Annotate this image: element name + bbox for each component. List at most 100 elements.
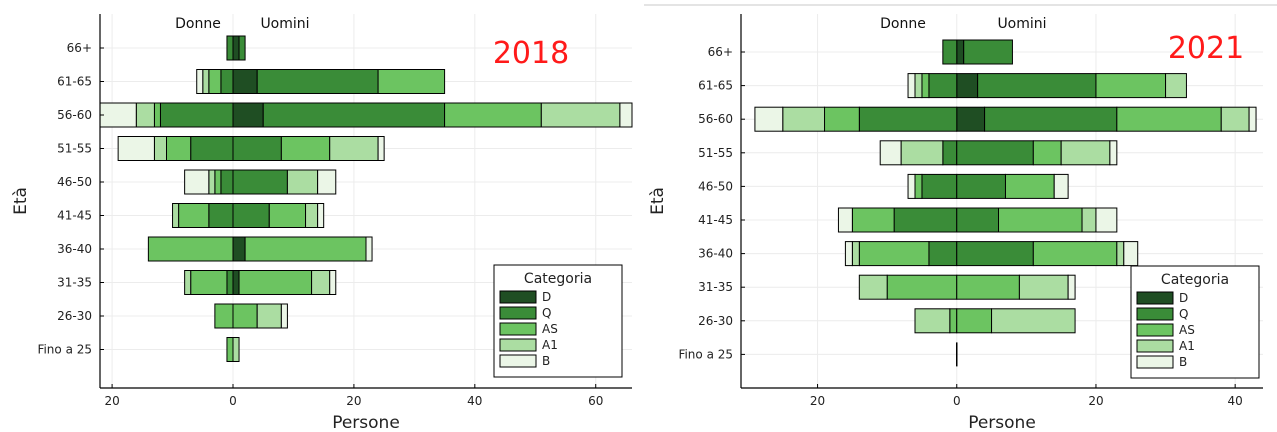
bar-men-b-46-50 xyxy=(317,169,337,195)
bar-women-a1-56-60 xyxy=(135,102,155,128)
x-tick-label: 0 xyxy=(953,394,961,408)
legend-swatch-b xyxy=(499,354,537,368)
bar-men-d-56-60 xyxy=(232,102,264,128)
header-men: Uomini xyxy=(997,16,1046,32)
bar-men-as-46-50 xyxy=(1004,173,1055,199)
bar-men-as-56-60 xyxy=(1116,106,1222,132)
legend-label-a1: A1 xyxy=(1179,339,1195,353)
bar-men-b-51-55 xyxy=(377,136,385,161)
y-tick-label: 31-35 xyxy=(57,276,92,290)
bar-men-q-51-55 xyxy=(956,140,1034,166)
bar-women-a1-36-40 xyxy=(851,241,860,267)
bar-women-q-46-50 xyxy=(921,173,958,199)
y-tick-label: 46-50 xyxy=(57,175,92,189)
y-axis-label: Età xyxy=(11,187,31,215)
bar-women-b-46-50 xyxy=(184,169,210,195)
bar-women-as-36-40 xyxy=(858,241,930,267)
bar-men-as-36-40 xyxy=(244,236,367,262)
y-tick-label: 51-55 xyxy=(57,142,92,156)
bar-women-b-61-65 xyxy=(196,69,204,94)
bar-women-b-41-45 xyxy=(837,207,853,233)
legend-label-as: AS xyxy=(542,322,558,336)
bar-men-a1-46-50 xyxy=(286,169,319,195)
bar-women-q-66- xyxy=(942,39,958,65)
bar-women-as-56-60 xyxy=(153,102,161,128)
bar-women-as-46-50 xyxy=(214,169,222,195)
x-tick-label: 20 xyxy=(346,394,361,408)
bar-women-b-46-50 xyxy=(907,173,916,199)
bar-men-a1-51-55 xyxy=(1060,140,1111,166)
header-women: Donne xyxy=(175,16,221,32)
bar-men-q-36-40 xyxy=(956,241,1034,267)
legend-title: Categoria xyxy=(1161,272,1229,288)
bar-women-q-51-55 xyxy=(942,140,958,166)
legend-swatch-a1 xyxy=(1136,339,1174,353)
bar-men-as-31-35 xyxy=(956,274,1020,300)
y-tick-label: 51-55 xyxy=(698,146,733,160)
legend-swatch-as xyxy=(1136,323,1174,337)
bar-women-as-31-35 xyxy=(886,274,958,300)
bar-women-as-51-55 xyxy=(166,136,192,161)
bar-women-q-51-55 xyxy=(190,136,234,161)
x-axis-label: Persone xyxy=(968,413,1036,432)
bar-men-q-46-50 xyxy=(956,173,1006,199)
bar-women-a1-51-55 xyxy=(153,136,167,161)
y-tick-label: 61-65 xyxy=(698,79,733,93)
bar-women-as-46-50 xyxy=(914,173,923,199)
bar-women-a1-31-35 xyxy=(858,274,888,300)
legend-label-q: Q xyxy=(542,306,551,320)
legend-label-as: AS xyxy=(1179,323,1195,337)
bar-men-b-31-35 xyxy=(1067,274,1076,300)
bar-women-q-66- xyxy=(226,35,234,61)
pyramid-chart-2021: 66+ 61-65 56-60 51-55 46-50 41-45 36-40 31-35 26… xyxy=(648,14,1263,432)
legend-title: Categoria xyxy=(524,271,592,287)
bar-men-b-56-60 xyxy=(619,102,633,128)
x-axis-label: Persone xyxy=(332,413,400,432)
x-tick-label: 20 xyxy=(1088,394,1103,408)
y-tick-label: 56-60 xyxy=(57,108,92,122)
y-tick-label: 36-40 xyxy=(698,247,733,261)
bar-women-as-61-65 xyxy=(921,73,930,99)
bar-men-b-41-45 xyxy=(1095,207,1118,233)
bar-women-a1-51-55 xyxy=(900,140,944,166)
bar-men-a1-51-55 xyxy=(329,136,379,161)
bar-women-a1-26-30 xyxy=(914,308,951,334)
x-tick-label: 40 xyxy=(1228,394,1243,408)
bar-men-b-41-45 xyxy=(317,203,325,228)
year-label: 2021 xyxy=(1168,31,1244,66)
bar-women-b-61-65 xyxy=(907,73,916,99)
bar-men-as-41-45 xyxy=(998,207,1083,233)
legend-label-q: Q xyxy=(1179,307,1188,321)
y-tick-label: 26-30 xyxy=(698,314,733,328)
bar-women-b-36-40 xyxy=(844,241,853,267)
legend-swatch-as xyxy=(499,322,537,336)
bar-women-q-31-35 xyxy=(226,270,234,295)
bar-men-as-41-45 xyxy=(268,203,307,228)
legend-label-b: B xyxy=(542,354,550,368)
bar-men-q-61-65 xyxy=(256,69,379,94)
bar-men-a1-26-30 xyxy=(256,303,282,329)
bar-women-q-61-65 xyxy=(220,69,234,94)
bar-men-b-46-50 xyxy=(1053,173,1069,199)
bar-men-q-41-45 xyxy=(956,207,1000,233)
bar-men-a1-56-60 xyxy=(1220,106,1250,132)
bar-men-q-51-55 xyxy=(232,136,282,161)
bar-men-b-36-40 xyxy=(1123,241,1139,267)
legend-swatch-q xyxy=(1136,307,1174,321)
bar-men-q-46-50 xyxy=(232,169,288,195)
bar-men-d-61-65 xyxy=(232,69,258,94)
y-tick-label: 66+ xyxy=(708,45,733,59)
bar-men-d-56-60 xyxy=(956,106,986,132)
bar-men-q-41-45 xyxy=(232,203,270,228)
bar-men-a1-fino-a-25 xyxy=(232,337,240,362)
bar-men-d-66- xyxy=(232,35,240,61)
bar-men-b-56-60 xyxy=(1248,106,1257,132)
bar-women-b-56-60 xyxy=(754,106,784,132)
legend-label-b: B xyxy=(1179,355,1187,369)
bar-women-a1-46-50 xyxy=(208,169,216,195)
x-tick-label: 20 xyxy=(810,394,825,408)
bar-women-q-41-45 xyxy=(208,203,234,228)
legend: Categoria DQ AS A1 B xyxy=(493,264,623,378)
y-tick-label: 41-45 xyxy=(57,209,92,223)
bar-women-q-46-50 xyxy=(220,169,234,195)
